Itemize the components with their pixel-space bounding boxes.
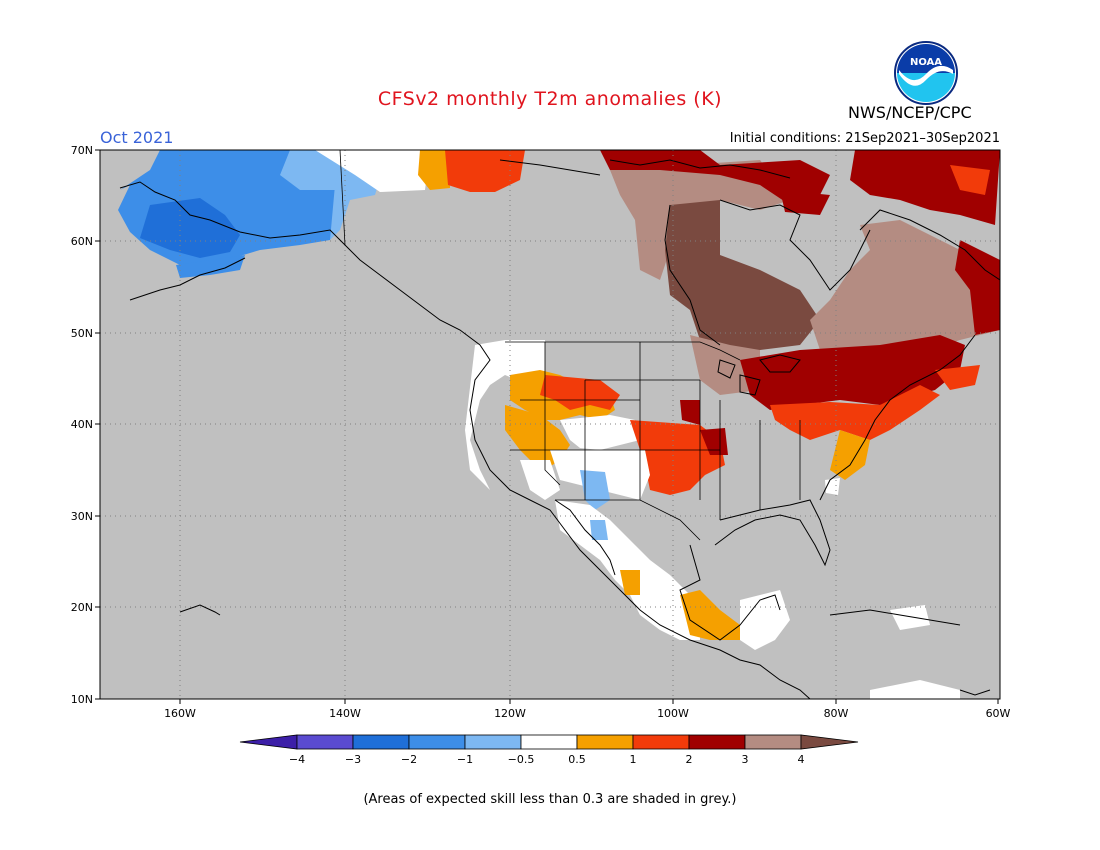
lat-label: 70N bbox=[71, 144, 93, 157]
lon-label: 140W bbox=[329, 707, 361, 720]
lat-label: 30N bbox=[71, 510, 93, 523]
colorbar-arrow-right bbox=[800, 734, 859, 750]
longitude-ticks bbox=[179, 699, 999, 704]
skill-footnote: (Areas of expected skill less than 0.3 a… bbox=[363, 792, 737, 807]
colorbar-tick-label: 1 bbox=[630, 753, 637, 766]
colorbar-tick-label: 4 bbox=[798, 753, 805, 766]
lat-label: 20N bbox=[71, 601, 93, 614]
colorbar-tick-label: −1 bbox=[457, 753, 473, 766]
low-skill-background bbox=[100, 150, 1000, 699]
forecast-month: Oct 2021 bbox=[100, 128, 174, 147]
noaa-logo: NOAA bbox=[893, 40, 959, 110]
map-gridlines bbox=[100, 150, 1000, 699]
colorbar-segment bbox=[464, 734, 522, 750]
colorbar bbox=[239, 734, 859, 750]
lon-label: 160W bbox=[164, 707, 196, 720]
colorbar-segment bbox=[520, 734, 578, 750]
colorbar-tick-label: 2 bbox=[686, 753, 693, 766]
lon-label: 120W bbox=[494, 707, 526, 720]
colorbar-tick-label: −3 bbox=[345, 753, 361, 766]
longitude-labels: 160W 140W 120W 100W 80W 60W bbox=[164, 707, 1010, 720]
latitude-labels: 70N 60N 50N 40N 30N 20N 10N bbox=[71, 144, 93, 706]
positive-anomaly-region-us bbox=[465, 340, 728, 510]
colorbar-tick-label: 0.5 bbox=[568, 753, 586, 766]
colorbar-segment bbox=[408, 734, 466, 750]
positive-anomaly-region-nw bbox=[418, 150, 525, 192]
colorbar-segment bbox=[352, 734, 410, 750]
colorbar-tick-label: −2 bbox=[401, 753, 417, 766]
colorbar-segment bbox=[296, 734, 354, 750]
negative-anomaly-region bbox=[118, 150, 430, 278]
mexico-anomaly-region bbox=[555, 500, 960, 699]
positive-anomaly-region-ne bbox=[600, 150, 1000, 395]
lon-label: 100W bbox=[657, 707, 689, 720]
latitude-ticks bbox=[95, 149, 100, 700]
coastlines bbox=[119, 159, 1000, 699]
colorbar-segment bbox=[744, 734, 802, 750]
map-frame bbox=[99, 149, 1001, 700]
colorbar-tick-label: −4 bbox=[289, 753, 305, 766]
noaa-logo-text: NOAA bbox=[910, 57, 942, 68]
political-borders bbox=[339, 150, 801, 541]
map-area bbox=[100, 150, 1000, 699]
colorbar-segment bbox=[576, 734, 634, 750]
lat-label: 50N bbox=[71, 327, 93, 340]
map-title: CFSv2 monthly T2m anomalies (K) bbox=[377, 88, 723, 110]
colorbar-segment bbox=[632, 734, 690, 750]
lat-label: 60N bbox=[71, 235, 93, 248]
agency-label: NWS/NCEP/CPC bbox=[848, 103, 972, 122]
colorbar-tick-label: 3 bbox=[742, 753, 749, 766]
lon-label: 60W bbox=[986, 707, 1011, 720]
lat-label: 40N bbox=[71, 418, 93, 431]
lat-label: 10N bbox=[71, 693, 93, 706]
initial-conditions: Initial conditions: 21Sep2021–30Sep2021 bbox=[729, 131, 1000, 146]
colorbar-arrow-left bbox=[239, 734, 298, 750]
colorbar-labels: −4 −3 −2 −1 −0.5 0.5 1 2 3 4 bbox=[289, 753, 805, 766]
lon-label: 80W bbox=[824, 707, 849, 720]
colorbar-tick-label: −0.5 bbox=[508, 753, 535, 766]
colorbar-segment bbox=[688, 734, 746, 750]
positive-anomaly-region-east bbox=[740, 335, 980, 495]
